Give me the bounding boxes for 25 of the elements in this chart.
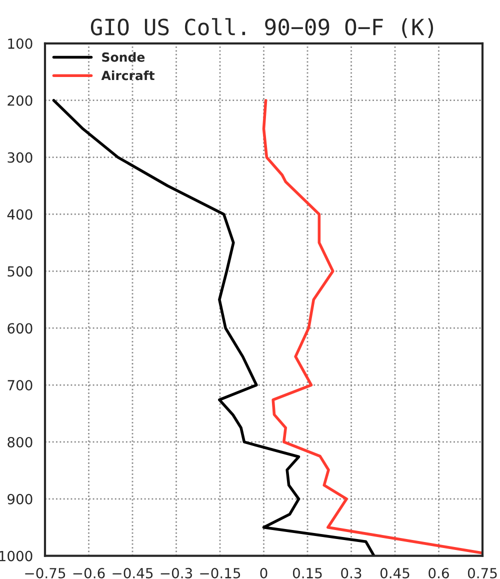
y-tick-label: 500 <box>8 266 32 277</box>
x-tick-label: −0.15 <box>200 568 240 578</box>
y-tick-label: 200 <box>8 95 32 106</box>
x-tick-label: 0.3 <box>341 568 362 578</box>
y-tick-label: 800 <box>8 436 32 448</box>
line-series <box>52 98 376 556</box>
y-tick-label: 400 <box>7 209 32 220</box>
y-tick-label: 900 <box>8 494 32 504</box>
legend-label: Aircraft <box>101 70 155 80</box>
x-tick-label: 0.45 <box>380 568 410 578</box>
chart-title: GIO US Coll. 90−09 O−F (K) <box>90 18 434 38</box>
y-tick-label: 100 <box>8 38 32 49</box>
y-tick-label: 700 <box>8 380 32 391</box>
x-tick-label: 0.15 <box>292 568 322 578</box>
y-tick-label: 300 <box>8 152 32 163</box>
line-series <box>262 98 482 554</box>
x-tick-label: 0.6 <box>428 568 449 578</box>
x-tick-label: 0 <box>260 568 268 578</box>
x-tick-label: −0.3 <box>160 568 192 578</box>
legend-label: Sonde <box>102 52 145 62</box>
x-tick-label: 0.75 <box>468 568 497 578</box>
x-tick-label: −0.75 <box>25 568 66 578</box>
y-tick-label: 600 <box>8 323 32 334</box>
x-tick-label: −0.6 <box>73 568 105 578</box>
x-tick-label: −0.45 <box>112 568 153 578</box>
